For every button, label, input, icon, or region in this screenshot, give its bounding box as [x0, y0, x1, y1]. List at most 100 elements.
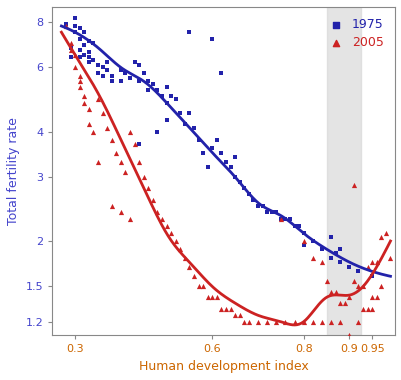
Point — [76, 25, 83, 31]
Point — [181, 121, 188, 127]
Point — [90, 40, 96, 46]
Point — [136, 159, 142, 165]
Point — [350, 278, 356, 284]
Point — [300, 238, 306, 244]
Point — [359, 306, 365, 312]
Point — [245, 190, 251, 196]
Point — [236, 312, 242, 318]
Point — [277, 216, 283, 222]
Point — [108, 136, 115, 142]
Point — [131, 141, 138, 147]
Point — [103, 67, 110, 73]
Point — [195, 283, 201, 290]
Point — [309, 238, 315, 244]
Point — [81, 52, 87, 58]
Point — [154, 209, 160, 215]
Point — [72, 52, 78, 58]
Point — [163, 117, 169, 123]
Point — [309, 319, 315, 325]
Point — [163, 100, 169, 106]
Point — [99, 65, 105, 71]
Point — [254, 203, 261, 209]
Point — [72, 65, 78, 71]
Point — [336, 259, 342, 265]
Point — [140, 70, 146, 76]
Point — [117, 159, 124, 165]
Point — [136, 62, 142, 68]
Point — [108, 203, 115, 209]
Point — [350, 182, 356, 188]
Point — [336, 300, 342, 306]
Point — [364, 306, 370, 312]
Point — [345, 264, 352, 270]
Point — [309, 238, 315, 244]
Point — [163, 84, 169, 90]
Point — [249, 196, 256, 203]
Point — [199, 150, 206, 156]
Point — [72, 23, 78, 29]
Point — [209, 294, 215, 301]
Point — [231, 154, 238, 160]
Point — [145, 185, 151, 191]
Point — [117, 78, 124, 84]
Point — [145, 78, 151, 84]
Point — [76, 73, 83, 79]
Point — [117, 67, 124, 73]
Point — [186, 110, 192, 116]
Point — [277, 216, 283, 222]
Point — [85, 121, 92, 127]
Point — [122, 70, 128, 76]
Point — [282, 216, 288, 222]
Point — [168, 230, 174, 236]
Point — [318, 259, 324, 265]
Point — [309, 255, 315, 261]
Point — [354, 268, 361, 274]
Point — [149, 81, 156, 87]
Point — [186, 29, 192, 35]
Point — [300, 319, 306, 325]
Point — [85, 49, 92, 55]
Point — [76, 78, 83, 84]
Point — [300, 230, 306, 236]
Point — [213, 294, 219, 301]
Point — [336, 319, 342, 325]
Point — [190, 273, 196, 279]
Bar — [326, 7, 360, 336]
Point — [204, 294, 211, 301]
X-axis label: Human development index: Human development index — [138, 360, 308, 373]
Point — [67, 54, 74, 60]
Point — [67, 40, 74, 46]
Point — [327, 255, 334, 261]
Point — [81, 100, 87, 106]
Point — [108, 78, 115, 84]
Point — [81, 29, 87, 35]
Point — [368, 273, 375, 279]
Point — [67, 47, 74, 53]
Point — [218, 306, 224, 312]
Point — [222, 159, 229, 165]
Point — [199, 283, 206, 290]
Point — [241, 185, 247, 191]
Point — [291, 223, 297, 229]
Point — [209, 145, 215, 151]
Point — [327, 289, 334, 295]
Point — [318, 319, 324, 325]
Point — [108, 73, 115, 79]
Point — [95, 159, 101, 165]
Point — [72, 29, 78, 35]
Y-axis label: Total fertility rate: Total fertility rate — [7, 117, 20, 225]
Point — [63, 23, 69, 29]
Point — [291, 319, 297, 325]
Legend: 1975, 2005: 1975, 2005 — [317, 13, 388, 54]
Point — [263, 209, 269, 215]
Point — [190, 125, 196, 131]
Point — [181, 255, 188, 261]
Point — [322, 278, 329, 284]
Point — [295, 223, 302, 229]
Point — [227, 306, 233, 312]
Point — [168, 93, 174, 99]
Point — [341, 300, 347, 306]
Point — [377, 283, 384, 290]
Point — [158, 93, 165, 99]
Point — [76, 36, 83, 42]
